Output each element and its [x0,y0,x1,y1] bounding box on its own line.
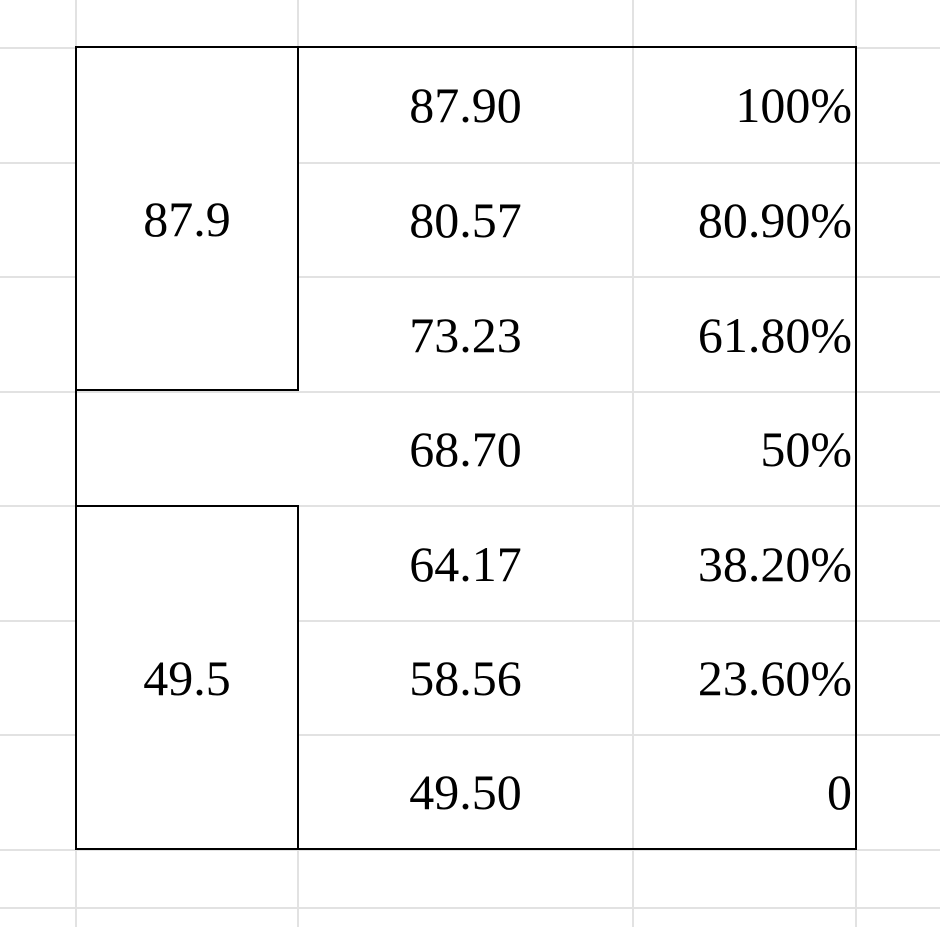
percent-cell[interactable]: 50% [634,393,852,505]
percent-cell[interactable]: 100% [634,48,852,162]
outer-border-bottom [75,848,620,850]
inner-gridline [76,391,298,393]
merged-cell-bottom-border-top [75,389,299,391]
price-value: 68.70 [409,421,522,477]
percent-cell[interactable]: 0 [634,736,852,848]
outer-border-left [75,46,77,850]
inner-gridline [298,391,855,393]
merged-cell-top-border-bottom [75,505,299,507]
merged-cell-high-value: 87.9 [143,190,231,247]
inner-gridline [298,505,855,507]
gridline-row [0,849,940,851]
price-cell[interactable]: 68.70 [299,393,632,505]
price-value: 64.17 [409,535,522,592]
inner-gridline [298,162,855,164]
price-cell[interactable]: 64.17 [299,507,632,620]
price-cell[interactable]: 58.56 [299,622,632,734]
price-cell[interactable]: 73.23 [299,278,632,391]
merged-cell-mid[interactable] [77,393,297,505]
price-value: 73.23 [409,306,522,363]
price-cell[interactable]: 87.90 [299,48,632,162]
percent-value: 50% [760,421,852,477]
merged-cell-low[interactable]: 49.5 [77,507,297,848]
inner-gridline [298,734,855,736]
price-cell[interactable]: 80.57 [299,164,632,276]
price-value: 58.56 [409,650,522,706]
percent-value: 100% [735,77,852,133]
percent-value: 38.20% [697,535,852,592]
price-value: 49.50 [409,764,522,820]
price-value: 80.57 [409,192,522,248]
table-region [76,47,856,850]
merged-cell-high[interactable]: 87.9 [77,48,297,389]
outer-border-top [75,46,857,48]
gridline-row [0,907,940,909]
inner-gridline [632,47,634,850]
percent-value: 0 [827,764,852,820]
percent-value: 61.80% [697,306,852,363]
merged-cell-right-border-bottom [297,505,299,850]
inner-gridline [298,276,855,278]
percent-value: 23.60% [697,650,852,706]
percent-cell[interactable]: 38.20% [634,507,852,620]
outer-border-bottom-right [620,848,857,850]
percent-cell[interactable]: 23.60% [634,622,852,734]
inner-gridline [298,620,855,622]
outer-border-right [855,46,857,850]
merged-cell-right-border-top [297,46,299,391]
price-value: 87.90 [409,77,522,133]
percent-value: 80.90% [697,192,852,248]
price-cell[interactable]: 49.50 [299,736,632,848]
merged-cell-low-value: 49.5 [143,649,231,706]
percent-cell[interactable]: 61.80% [634,278,852,391]
percent-cell[interactable]: 80.90% [634,164,852,276]
